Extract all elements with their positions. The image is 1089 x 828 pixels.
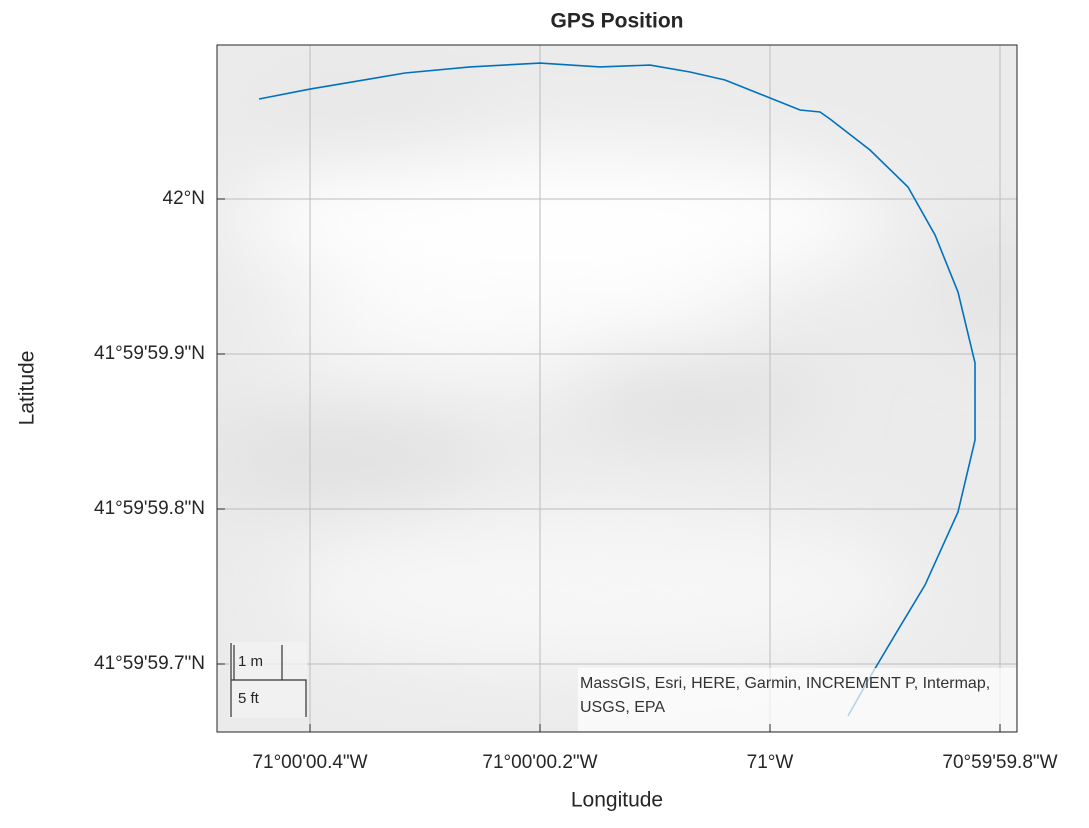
scale-bar-metric: 1 m (238, 653, 263, 670)
scale-bar-imperial: 5 ft (238, 690, 260, 707)
y-tick-label: 41°59'59.7"N (94, 653, 205, 674)
x-tick-label: 71°00'00.2"W (482, 752, 597, 773)
y-tick-label: 41°59'59.9"N (94, 343, 205, 364)
y-axis-label: Latitude (16, 351, 39, 426)
x-tick-label: 71°00'00.4"W (252, 752, 367, 773)
page: {"chart_data": {"type": "line", "title":… (0, 0, 1089, 823)
x-tick-label: 71°W (747, 752, 794, 773)
y-tick-label: 42°N (163, 188, 205, 209)
chart-title: GPS Position (550, 10, 683, 33)
x-axis-label: Longitude (571, 789, 663, 812)
attribution: MassGIS, Esri, HERE, Garmin, INCREMENT P… (580, 672, 1016, 720)
x-tick-label: 70°59'59.8"W (942, 752, 1057, 773)
basemap (190, 45, 1040, 732)
y-tick-label: 41°59'59.8"N (94, 498, 205, 519)
